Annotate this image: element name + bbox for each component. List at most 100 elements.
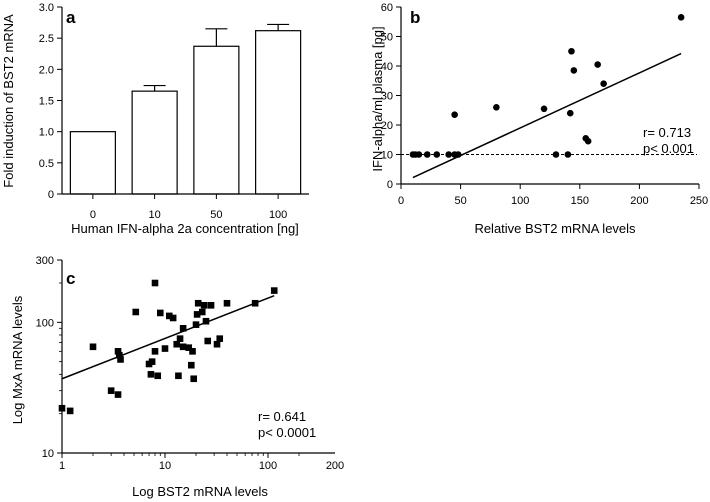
data-point-c [175,372,182,380]
x-axis-label-b: Relative BST2 mRNA levels [474,221,636,236]
y-tick-label-b: 50 [381,32,393,44]
x-axis-label-c: Log BST2 mRNA levels [132,484,268,499]
data-point-c [147,371,155,378]
data-point-c [270,287,278,294]
data-point-b [584,137,592,145]
data-point-c [114,391,122,398]
data-point-b [568,47,575,55]
data-point-c [179,343,187,351]
x-tick-label-c: 1 [59,460,65,472]
data-point-c [216,335,224,342]
y-axis-label-b: IFN-alpha/ml plasma [pg] [370,26,385,171]
data-point-c [185,344,193,351]
data-point-c [198,308,206,316]
data-point-c [194,299,202,307]
bar-0 [69,131,116,195]
y-tick-label-c: 300 [36,255,54,267]
data-point-b [445,151,452,158]
data-point-c [151,279,159,287]
data-point-b [454,151,462,158]
panel-label-b: b [410,8,420,27]
data-point-b [451,111,458,118]
data-point-c [223,299,231,307]
data-point-c [193,311,201,318]
data-point-b [433,151,441,158]
panel-b: b 0 10 20 30 40 50 60 0 50 100 150 200 250 IFN-alph… [370,2,708,236]
data-point-b [570,67,578,74]
data-point-b [423,151,431,158]
x-tick-label-b: 100 [511,195,529,207]
data-point-b [493,104,500,111]
data-point-c [151,348,159,355]
data-point-c [161,345,169,352]
annotation-r-c: r= 0.641 [258,409,306,424]
data-point-b [415,151,423,158]
x-tick-label-b: 0 [398,195,404,207]
data-point-c [117,356,124,363]
fit-line-c [61,294,275,380]
x-tick-label-b: 250 [690,195,708,207]
x-tick-label-a: 100 [269,209,287,221]
annotation-p-b: p< 0.001 [643,141,694,156]
y-axis-label-a: Fold induction of BST2 mRNA [1,14,16,188]
x-tick-label-a: 50 [210,209,222,221]
y-tick-label-b: 20 [381,120,393,132]
data-point-b [594,61,601,68]
data-point-c [169,314,177,322]
x-tick-label-a: 0 [90,209,96,221]
bar-10 [131,90,178,195]
data-point-c [204,337,212,345]
y-tick-label-a: 1.5 [39,96,54,108]
y-tick-label-c: 100 [36,317,54,329]
x-tick-label-b: 150 [571,195,589,207]
y-tick-label-b: 0 [387,179,393,191]
data-point-c [132,308,140,316]
y-tick-label-b: 60 [381,2,393,14]
y-tick-label-a: 0 [48,189,54,201]
data-point-c [148,358,156,365]
data-point-c [207,302,215,309]
data-point-c [107,387,115,394]
data-point-c [187,361,195,369]
y-tick-label-b: 30 [381,91,393,103]
y-tick-label-a: 2.0 [39,64,54,76]
x-tick-label-c: 100 [259,460,277,472]
data-point-c [154,372,162,380]
y-axis-label-c: Log MxA mRNA levels [10,295,25,424]
annotation-p-c: p< 0.0001 [258,425,316,440]
data-point-c [156,309,164,317]
bar-50 [193,45,240,195]
bar-100 [255,30,302,195]
x-axis-label-a: Human IFN-alpha 2a concentration [ng] [71,221,299,236]
data-point-c [251,299,259,307]
data-point-c [200,302,208,309]
annotation-r-b: r= 0.713 [643,125,691,140]
data-point-c [89,343,97,351]
panel-c: c 10 100 300 1 10 100 200 Log MxA mRNA levels… [10,255,344,499]
data-point-c [165,312,173,320]
data-point-c [176,335,184,342]
data-point-b [600,80,607,87]
y-tick-label-b: 40 [381,61,393,73]
data-point-c [202,317,210,325]
y-tick-label-c: 10 [42,448,54,460]
data-point-c [189,348,196,355]
data-point-c [190,375,198,383]
y-tick-label-b: 10 [381,150,393,162]
panel-label-c: c [66,269,75,288]
data-point-c [213,340,221,348]
data-point-b [566,109,574,117]
panel-a: a 0 0.5 1.0 1.5 2.0 2.5 3.0 0 10 50 100 Fold indu… [1,2,309,236]
data-point-c [192,321,200,328]
data-point-c [115,351,123,359]
y-tick-label-a: 3.0 [39,2,54,14]
data-point-b [677,14,685,21]
data-point-b [540,105,548,113]
data-point-c [173,340,181,348]
data-point-b [564,151,572,158]
x-tick-label-a: 10 [149,209,161,221]
x-tick-label-c: 200 [326,460,344,472]
x-tick-label-b: 200 [630,195,648,207]
x-tick-label-b: 50 [454,195,466,207]
